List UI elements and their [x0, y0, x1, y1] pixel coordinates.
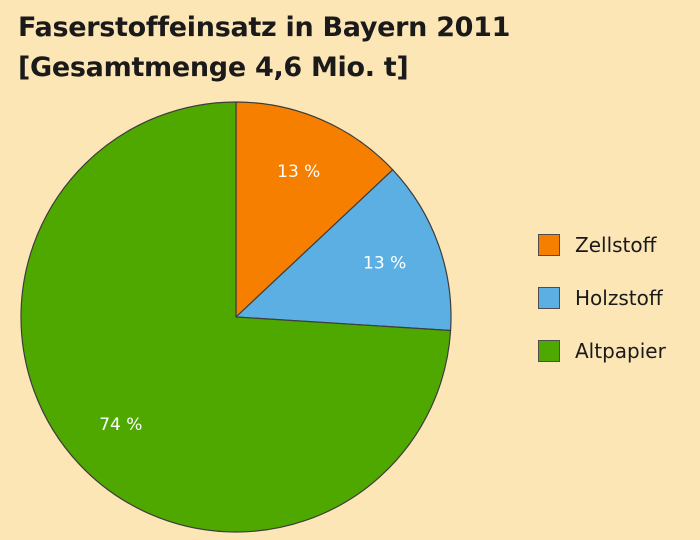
pie-slice-zellstoff [235, 101, 394, 318]
pie-labels: 13 % 13 % 74 % [99, 162, 406, 435]
chart-title-block: Faserstoffeinsatz in Bayern 2011 [Gesamt… [18, 8, 510, 88]
slice-label-zellstoff: 13 % [277, 162, 320, 182]
chart-title: Faserstoffeinsatz in Bayern 2011 [18, 12, 511, 43]
legend-label-zellstoff: Zellstoff [575, 233, 657, 257]
legend-item-zellstoff: Zellstoff [538, 232, 666, 258]
legend: Zellstoff Holzstoff Altpapier [538, 232, 666, 391]
pie-slice-altpapier [20, 101, 452, 533]
legend-swatch-holzstoff [538, 287, 560, 309]
legend-item-holzstoff: Holzstoff [538, 285, 666, 311]
slice-label-holzstoff: 13 % [363, 253, 406, 273]
legend-label-holzstoff: Holzstoff [575, 286, 663, 310]
slice-label-altpapier: 74 % [99, 415, 142, 435]
legend-swatch-zellstoff [538, 234, 560, 256]
pie-slices [20, 101, 452, 533]
pie-slice-holzstoff [235, 169, 452, 332]
chart-subtitle: [Gesamtmenge 4,6 Mio. t] [18, 52, 409, 83]
legend-label-altpapier: Altpapier [575, 339, 666, 363]
legend-swatch-altpapier [538, 340, 560, 362]
legend-item-altpapier: Altpapier [538, 338, 666, 364]
